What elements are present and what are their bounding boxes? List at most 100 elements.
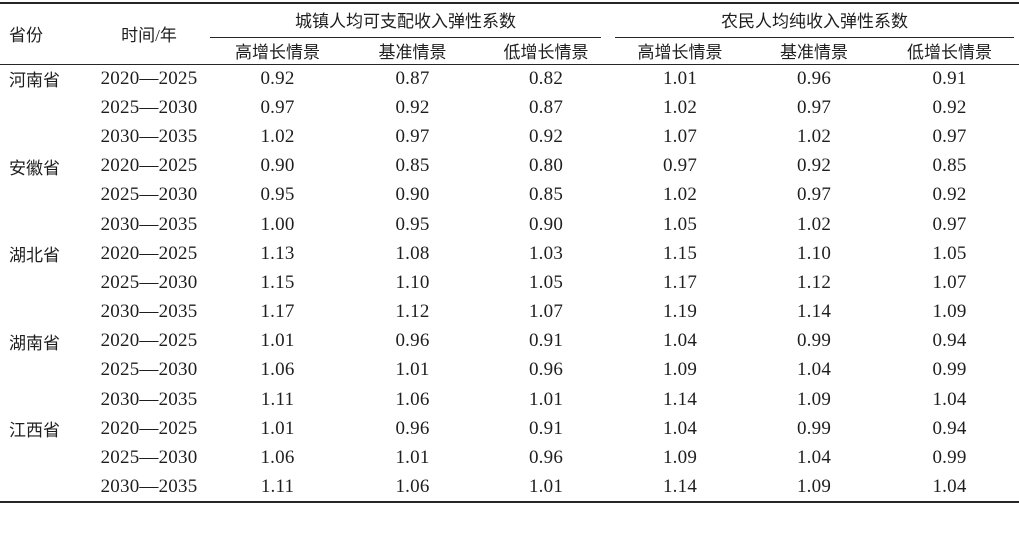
value-cell: 0.92 <box>932 96 967 118</box>
table-row: 2025—2030 1.15 1.10 1.05 1.17 1.12 1.07 <box>0 268 1019 297</box>
province-cell: 河南省 <box>9 71 60 91</box>
value-cell: 0.96 <box>796 67 832 89</box>
value-cell: 1.09 <box>796 475 832 497</box>
header-rural-low-growth: 低增长情景 <box>880 38 1019 65</box>
value-cell: 1.04 <box>662 330 698 352</box>
value-cell: 0.97 <box>662 155 698 177</box>
table-row: 2025—2030 1.06 1.01 0.96 1.09 1.04 0.99 <box>0 356 1019 385</box>
value-cell: 1.05 <box>528 271 564 293</box>
value-cell: 1.01 <box>395 359 430 381</box>
header-rural-high-growth: 高增长情景 <box>612 38 749 65</box>
value-cell: 1.01 <box>395 447 430 469</box>
value-cell: 0.95 <box>260 184 295 206</box>
value-cell: 1.14 <box>796 301 832 323</box>
period-cell: 2020—2025 <box>100 242 198 264</box>
province-cell: 湖南省 <box>9 333 60 353</box>
period-cell: 2025—2030 <box>100 271 198 293</box>
period-cell: 2020—2025 <box>100 417 198 439</box>
table-row: 2030—2035 1.11 1.06 1.01 1.14 1.09 1.04 <box>0 385 1019 414</box>
value-cell: 0.99 <box>932 359 967 381</box>
table-row: 河南省 2020—2025 0.92 0.87 0.82 1.01 0.96 0… <box>0 64 1019 93</box>
value-cell: 0.96 <box>395 417 430 439</box>
value-cell: 0.90 <box>260 155 295 177</box>
value-cell: 0.96 <box>395 330 430 352</box>
value-cell: 1.17 <box>260 301 295 323</box>
value-cell: 0.85 <box>932 155 967 177</box>
province-cell <box>0 385 88 414</box>
table-row: 2030—2035 1.02 0.97 0.92 1.07 1.02 0.97 <box>0 122 1019 151</box>
value-cell: 1.17 <box>662 271 698 293</box>
value-cell: 1.10 <box>395 271 430 293</box>
value-cell: 0.95 <box>395 213 430 235</box>
value-cell: 0.97 <box>932 125 967 147</box>
value-cell: 1.11 <box>260 475 295 497</box>
value-cell: 1.12 <box>796 271 832 293</box>
header-group-urban-income: 城镇人均可支配收入弹性系数 <box>210 3 612 38</box>
table-row: 2025—2030 0.95 0.90 0.85 1.02 0.97 0.92 <box>0 181 1019 210</box>
value-cell: 0.96 <box>528 447 564 469</box>
value-cell: 1.06 <box>260 359 295 381</box>
value-cell: 0.96 <box>528 359 564 381</box>
table-row: 湖北省 2020—2025 1.13 1.08 1.03 1.15 1.10 1… <box>0 239 1019 268</box>
table-row: 湖南省 2020—2025 1.01 0.96 0.91 1.04 0.99 0… <box>0 327 1019 356</box>
elasticity-table-wrap: 省份 时间/年 城镇人均可支配收入弹性系数 农民人均纯收入弹性系数 高增长情景 … <box>0 2 1019 503</box>
province-cell <box>0 93 88 122</box>
value-cell: 0.97 <box>395 125 430 147</box>
province-cell <box>0 443 88 472</box>
period-cell: 2030—2035 <box>100 125 198 147</box>
value-cell: 1.09 <box>932 301 967 323</box>
header-group-urban-label: 城镇人均可支配收入弹性系数 <box>210 4 602 38</box>
value-cell: 0.92 <box>260 67 295 89</box>
header-group-rural-label: 农民人均纯收入弹性系数 <box>615 4 1015 38</box>
header-urban-low-growth: 低增长情景 <box>480 38 613 65</box>
province-cell <box>0 298 88 327</box>
value-cell: 0.92 <box>528 125 564 147</box>
period-cell: 2030—2035 <box>100 475 198 497</box>
period-cell: 2025—2030 <box>100 184 198 206</box>
value-cell: 1.06 <box>260 447 295 469</box>
value-cell: 0.90 <box>528 213 564 235</box>
value-cell: 1.05 <box>662 213 698 235</box>
header-period: 时间/年 <box>88 3 210 65</box>
value-cell: 1.15 <box>260 271 295 293</box>
value-cell: 1.14 <box>662 475 698 497</box>
province-cell <box>0 181 88 210</box>
value-cell: 1.14 <box>662 388 698 410</box>
period-cell: 2025—2030 <box>100 447 198 469</box>
value-cell: 0.91 <box>932 67 967 89</box>
value-cell: 1.04 <box>662 417 698 439</box>
table-body: 河南省 2020—2025 0.92 0.87 0.82 1.01 0.96 0… <box>0 64 1019 502</box>
value-cell: 0.90 <box>395 184 430 206</box>
province-cell: 湖北省 <box>9 246 60 266</box>
period-cell: 2025—2030 <box>100 96 198 118</box>
period-cell: 2020—2025 <box>100 330 198 352</box>
value-cell: 0.99 <box>932 447 967 469</box>
value-cell: 1.02 <box>260 125 295 147</box>
value-cell: 1.07 <box>932 271 967 293</box>
province-cell <box>0 356 88 385</box>
value-cell: 1.09 <box>662 447 698 469</box>
value-cell: 1.01 <box>260 417 295 439</box>
value-cell: 0.97 <box>932 213 967 235</box>
table-row: 江西省 2020—2025 1.01 0.96 0.91 1.04 0.99 0… <box>0 414 1019 443</box>
value-cell: 0.99 <box>796 417 832 439</box>
value-cell: 1.02 <box>662 96 698 118</box>
value-cell: 1.04 <box>796 359 832 381</box>
header-group-rural-income: 农民人均纯收入弹性系数 <box>612 3 1019 38</box>
table-row: 2030—2035 1.11 1.06 1.01 1.14 1.09 1.04 <box>0 473 1019 502</box>
value-cell: 1.05 <box>932 242 967 264</box>
value-cell: 1.02 <box>796 213 832 235</box>
value-cell: 1.07 <box>662 125 698 147</box>
province-cell <box>0 268 88 297</box>
value-cell: 1.11 <box>260 388 295 410</box>
header-urban-baseline: 基准情景 <box>345 38 480 65</box>
value-cell: 0.80 <box>528 155 564 177</box>
province-cell <box>0 473 88 502</box>
value-cell: 1.02 <box>796 125 832 147</box>
value-cell: 1.01 <box>528 475 564 497</box>
value-cell: 1.13 <box>260 242 295 264</box>
value-cell: 1.04 <box>932 475 967 497</box>
value-cell: 1.15 <box>662 242 698 264</box>
value-cell: 1.12 <box>395 301 430 323</box>
value-cell: 0.92 <box>796 155 832 177</box>
